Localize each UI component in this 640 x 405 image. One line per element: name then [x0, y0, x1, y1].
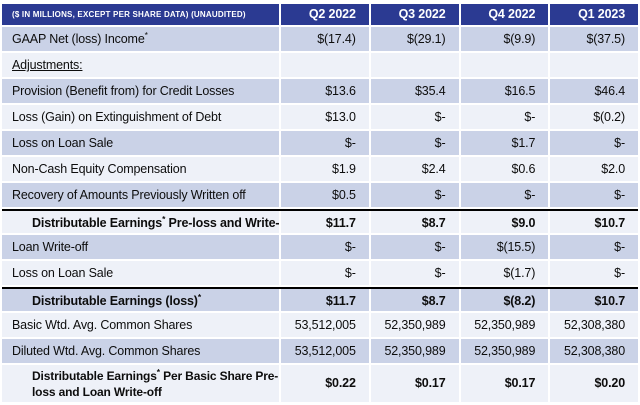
cell-value: $0.6 — [460, 157, 549, 181]
table-row-distributable-earnings-per-basic-share: Distributable Earnings* Per Basic Share … — [2, 365, 638, 402]
cell-value: $0.17 — [370, 365, 459, 402]
table-row-loss-extinguishment-debt: Loss (Gain) on Extinguishment of Debt $1… — [2, 105, 638, 129]
cell-value: $11.7 — [281, 289, 369, 311]
table-row-distributable-earnings-loss: Distributable Earnings (loss)* $11.7 $8.… — [2, 287, 638, 311]
table-header-row: ($ IN MILLIONS, EXCEPT PER SHARE DATA) (… — [2, 4, 638, 25]
cell-value — [460, 53, 549, 77]
cell-value: $- — [370, 235, 459, 259]
cell-value: $- — [460, 183, 549, 207]
cell-value: 52,350,989 — [460, 313, 549, 337]
cell-value: 52,350,989 — [370, 313, 459, 337]
cell-value: $(0.2) — [550, 105, 638, 129]
cell-value: $11.7 — [281, 211, 369, 233]
cell-value: $(15.5) — [460, 235, 549, 259]
table-row-loss-on-loan-sale-1: Loss on Loan Sale $- $- $1.7 $- — [2, 131, 638, 155]
financials-table: ($ IN MILLIONS, EXCEPT PER SHARE DATA) (… — [2, 4, 638, 402]
cell-value: $0.20 — [550, 365, 638, 402]
table-row-diluted-wtd-avg-shares: Diluted Wtd. Avg. Common Shares 53,512,0… — [2, 339, 638, 363]
cell-value: $(8.2) — [460, 289, 549, 311]
cell-value: 52,350,989 — [370, 339, 459, 363]
table-row-loss-on-loan-sale-2: Loss on Loan Sale $- $- $(1.7) $- — [2, 261, 638, 285]
row-label: GAAP Net (loss) Income* — [2, 27, 279, 51]
cell-value: $1.9 — [281, 157, 369, 181]
table-row-non-cash-equity-comp: Non-Cash Equity Compensation $1.9 $2.4 $… — [2, 157, 638, 181]
cell-value: $- — [550, 131, 638, 155]
table-title: ($ IN MILLIONS, EXCEPT PER SHARE DATA) (… — [2, 4, 279, 25]
cell-value: $- — [550, 183, 638, 207]
column-header-q1-2023: Q1 2023 — [550, 4, 638, 25]
cell-value: $10.7 — [550, 289, 638, 311]
cell-value: $- — [281, 131, 369, 155]
cell-value: $- — [460, 105, 549, 129]
cell-value: $(29.1) — [370, 27, 459, 51]
table-row-gaap-net-income: GAAP Net (loss) Income* $(17.4) $(29.1) … — [2, 27, 638, 51]
row-label: Loss (Gain) on Extinguishment of Debt — [2, 105, 279, 129]
row-label: Provision (Benefit from) for Credit Loss… — [2, 79, 279, 103]
cell-value — [370, 53, 459, 77]
cell-value — [281, 53, 369, 77]
cell-value: 52,308,380 — [550, 339, 638, 363]
cell-value: $- — [370, 261, 459, 285]
row-label: Loss on Loan Sale — [2, 131, 279, 155]
cell-value: $- — [370, 105, 459, 129]
cell-value: $2.4 — [370, 157, 459, 181]
row-label: Distributable Earnings (loss)* — [2, 289, 279, 311]
cell-value: $9.0 — [460, 211, 549, 233]
cell-value: $46.4 — [550, 79, 638, 103]
cell-value: $8.7 — [370, 289, 459, 311]
table-row-provision-credit-losses: Provision (Benefit from) for Credit Loss… — [2, 79, 638, 103]
cell-value: $35.4 — [370, 79, 459, 103]
cell-value: $(1.7) — [460, 261, 549, 285]
table-row-recovery-written-off: Recovery of Amounts Previously Written o… — [2, 183, 638, 207]
cell-value: $0.5 — [281, 183, 369, 207]
table-row-basic-wtd-avg-shares: Basic Wtd. Avg. Common Shares 53,512,005… — [2, 313, 638, 337]
row-label: Diluted Wtd. Avg. Common Shares — [2, 339, 279, 363]
row-label: Non-Cash Equity Compensation — [2, 157, 279, 181]
cell-value: 53,512,005 — [281, 313, 369, 337]
cell-value: $- — [281, 261, 369, 285]
cell-value: 52,308,380 — [550, 313, 638, 337]
row-label: Distributable Earnings* Pre-loss and Wri… — [2, 211, 279, 233]
cell-value: $- — [550, 261, 638, 285]
cell-value: $- — [550, 235, 638, 259]
cell-value: $(17.4) — [281, 27, 369, 51]
cell-value: $16.5 — [460, 79, 549, 103]
cell-value: $0.17 — [460, 365, 549, 402]
cell-value: $0.22 — [281, 365, 369, 402]
row-label: Loan Write-off — [2, 235, 279, 259]
column-header-q2-2022: Q2 2022 — [281, 4, 369, 25]
row-label: Basic Wtd. Avg. Common Shares — [2, 313, 279, 337]
cell-value: $(9.9) — [460, 27, 549, 51]
cell-value: $8.7 — [370, 211, 459, 233]
row-label: Loss on Loan Sale — [2, 261, 279, 285]
cell-value: 53,512,005 — [281, 339, 369, 363]
cell-value: $13.0 — [281, 105, 369, 129]
row-label: Distributable Earnings* Per Basic Share … — [2, 365, 279, 402]
cell-value: $- — [370, 131, 459, 155]
cell-value: 52,350,989 — [460, 339, 549, 363]
cell-value: $- — [370, 183, 459, 207]
cell-value: $(37.5) — [550, 27, 638, 51]
cell-value: $13.6 — [281, 79, 369, 103]
cell-value — [550, 53, 638, 77]
cell-value: $10.7 — [550, 211, 638, 233]
cell-value: $1.7 — [460, 131, 549, 155]
row-label: Recovery of Amounts Previously Written o… — [2, 183, 279, 207]
column-header-q3-2022: Q3 2022 — [370, 4, 459, 25]
row-label: Adjustments: — [2, 53, 279, 77]
column-header-q4-2022: Q4 2022 — [460, 4, 549, 25]
cell-value: $- — [281, 235, 369, 259]
table-row-adjustments: Adjustments: — [2, 53, 638, 77]
cell-value: $2.0 — [550, 157, 638, 181]
table-row-distributable-earnings-preloss: Distributable Earnings* Pre-loss and Wri… — [2, 209, 638, 233]
table-row-loan-write-off: Loan Write-off $- $- $(15.5) $- — [2, 235, 638, 259]
